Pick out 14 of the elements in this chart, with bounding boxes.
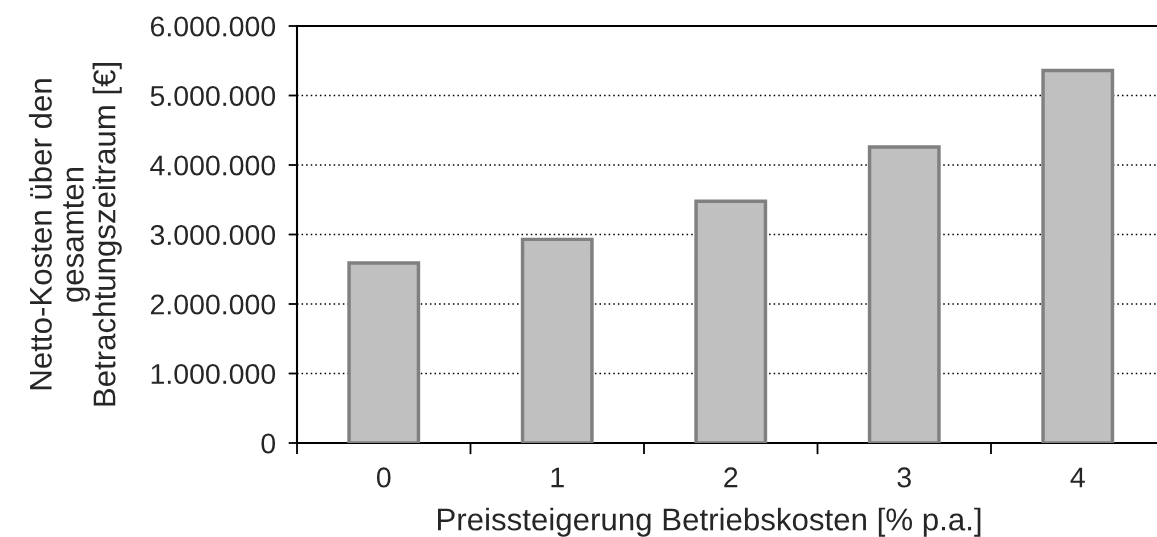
y-tick-label: 1.000.000 [151,363,276,385]
x-tick-label: 1 [551,467,564,488]
y-tick-label: 6.000.000 [150,16,276,37]
x-axis-title: Preissteigerung Betriebskosten [% p.a.] [438,507,981,537]
y-tick-label: 5.000.000 [150,85,276,107]
y-tick-label: 0 [261,433,276,454]
x-tick-label: 4 [1070,467,1085,488]
y-axis-title: Netto-Kosten über den gesamten Betrachtungszeitraum [€] [28,63,122,406]
x-tick-label: 3 [897,467,911,488]
y-tick-label: 2.000.000 [150,294,276,315]
x-tick-label: 0 [376,467,391,488]
y-tick-label: 4.000.000 [150,155,276,176]
y-tick-label: 3.000.000 [150,224,276,246]
x-tick-label: 2 [724,467,738,488]
